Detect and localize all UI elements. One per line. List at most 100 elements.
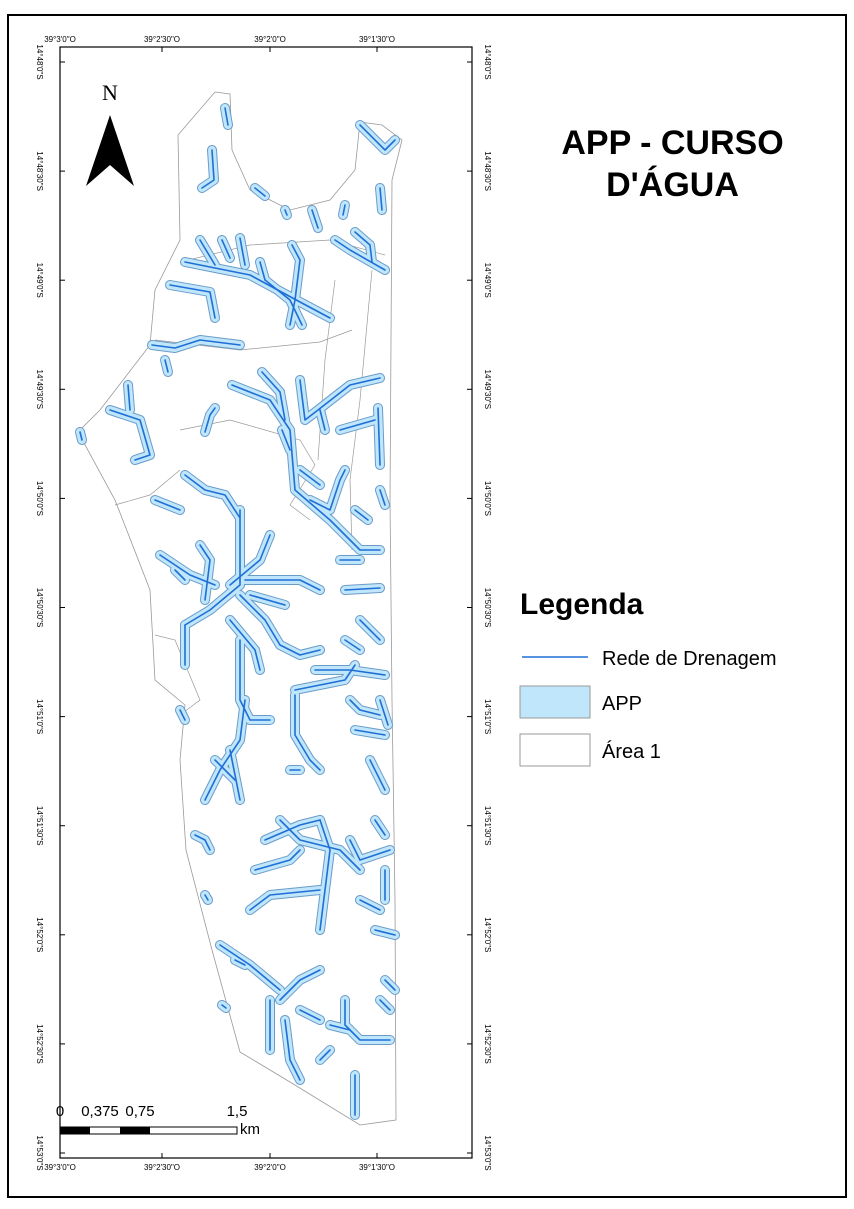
river <box>299 469 321 486</box>
river <box>261 371 286 421</box>
lat-label: 14°53'0"S <box>483 1135 492 1170</box>
river <box>204 407 216 433</box>
lat-label: 14°51'0"S <box>483 699 492 734</box>
legend-item: Área 1 <box>602 740 661 763</box>
river <box>219 944 281 991</box>
legend-title: Legenda <box>520 588 644 621</box>
river <box>184 474 241 519</box>
river <box>229 619 261 671</box>
river <box>379 699 389 726</box>
river <box>344 587 381 591</box>
river <box>284 1019 301 1081</box>
river <box>309 469 346 511</box>
lon-label: 39°2'30"O <box>144 35 180 44</box>
river <box>199 239 216 266</box>
river <box>221 1004 227 1009</box>
river <box>179 709 186 721</box>
river <box>164 359 169 373</box>
river <box>344 999 391 1041</box>
river <box>294 694 321 771</box>
scale-label: 0,375 <box>81 1103 119 1120</box>
lon-label: 39°2'0"O <box>254 1163 286 1172</box>
lon-label: 39°2'30"O <box>144 1163 180 1172</box>
river <box>239 594 321 656</box>
river <box>169 284 216 319</box>
legend-item: Rede de Drenagem <box>602 648 777 670</box>
lon-label: 39°3'0"O <box>44 35 76 44</box>
river <box>264 819 321 841</box>
lat-label: 14°52'30"S <box>483 1024 492 1064</box>
river <box>319 1049 331 1061</box>
river <box>359 619 381 641</box>
legend: Legenda Rede de Drenagem APP Área 1 <box>519 588 777 767</box>
lat-label: 14°49'30"S <box>35 369 44 409</box>
river <box>299 377 381 421</box>
river <box>259 261 303 326</box>
lat-label: 14°50'30"S <box>35 588 44 628</box>
lat-label: 14°53'0"S <box>35 1135 44 1170</box>
river <box>281 429 291 451</box>
river <box>224 107 229 126</box>
river <box>374 929 396 936</box>
river <box>377 407 381 466</box>
lat-label: 14°48'0"S <box>35 44 44 79</box>
river <box>379 187 383 211</box>
map-title: APP - CURSO D'ÁGUA <box>561 124 784 204</box>
lat-label: 14°50'0"S <box>483 481 492 516</box>
river <box>249 889 321 911</box>
river <box>254 849 301 871</box>
river <box>239 237 246 266</box>
river <box>234 959 246 966</box>
river <box>359 899 381 911</box>
river <box>379 489 386 506</box>
frame <box>7 14 847 1198</box>
lat-label: 14°49'30"S <box>483 369 492 409</box>
lon-label: 39°3'0"O <box>44 1163 76 1172</box>
river <box>379 999 391 1011</box>
lat-label: 14°50'30"S <box>483 588 492 628</box>
river <box>174 569 186 581</box>
river <box>204 699 246 801</box>
river <box>239 639 271 721</box>
lat-label: 14°48'30"S <box>483 151 492 191</box>
legend-item: APP <box>602 693 642 715</box>
river <box>329 1024 351 1031</box>
river <box>314 669 386 676</box>
river <box>344 639 361 651</box>
river <box>354 231 373 263</box>
scale-label: 0 <box>56 1103 64 1120</box>
river <box>349 839 391 861</box>
lat-label: 14°50'0"S <box>35 481 44 516</box>
river <box>311 209 319 229</box>
river <box>384 979 396 991</box>
river <box>339 419 376 431</box>
lat-label: 14°49'0"S <box>35 263 44 298</box>
drainage <box>75 103 400 1120</box>
lon-label: 39°2'0"O <box>254 35 286 44</box>
river <box>284 209 288 216</box>
river <box>254 187 266 197</box>
river <box>374 819 386 836</box>
river <box>151 339 241 349</box>
lat-label: 14°48'30"S <box>35 151 44 191</box>
river <box>249 594 286 606</box>
lat-label: 14°52'0"S <box>483 917 492 952</box>
river <box>204 894 209 901</box>
scale-bar: 0 0,375 0,75 1,5 km <box>56 1103 260 1138</box>
river <box>289 244 301 326</box>
lon-label: 39°1'30"O <box>359 35 395 44</box>
north-label: N <box>102 80 118 105</box>
river <box>194 834 211 851</box>
graticule: 39°3'0"O 39°3'0"O 39°2'30"O 39°2'30"O 39°2'0… <box>35 35 492 1172</box>
river <box>201 149 215 189</box>
river <box>319 819 331 931</box>
scale-label: 1,5 <box>227 1103 248 1120</box>
river <box>221 239 231 259</box>
scale-label: 0,75 <box>125 1103 154 1120</box>
river <box>244 579 321 591</box>
river <box>109 409 151 461</box>
lon-label: 39°1'30"O <box>359 1163 395 1172</box>
river <box>79 431 83 441</box>
